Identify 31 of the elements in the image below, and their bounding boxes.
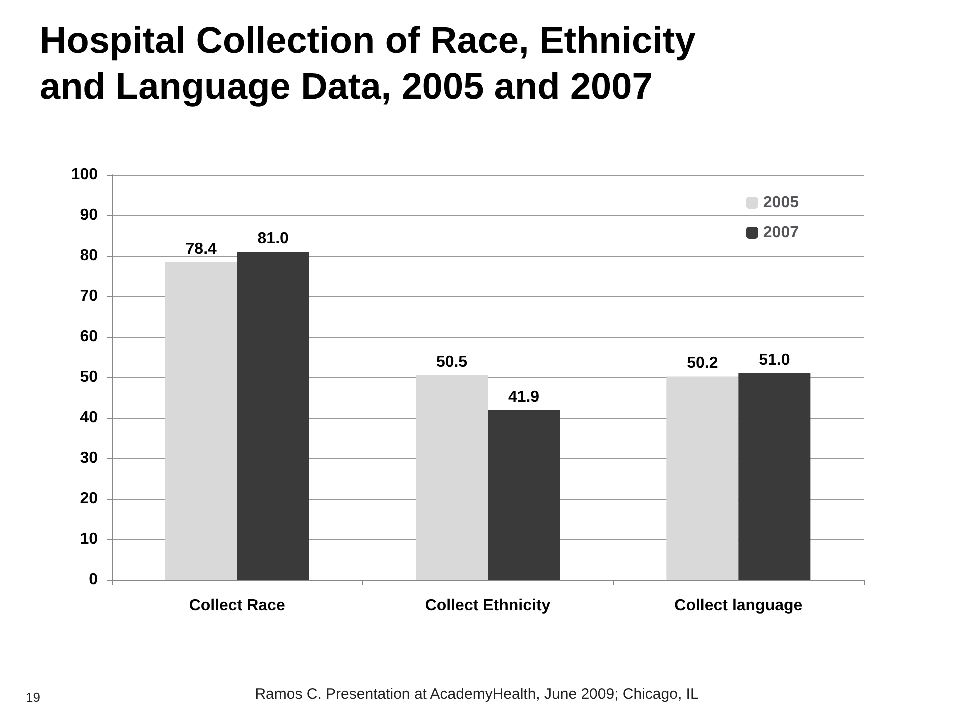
y-tick-label: 10: [80, 531, 98, 548]
legend-label: 2005: [763, 194, 800, 212]
y-tick-label: 50: [80, 369, 98, 386]
bar: [488, 410, 560, 580]
legend-label: 2007: [763, 224, 800, 242]
y-tick-label: 20: [80, 490, 98, 508]
y-tick-label: 30: [80, 450, 98, 467]
text: 81.0: [258, 230, 289, 248]
y-tick-label: 90: [80, 207, 98, 224]
chart-title: Hospital Collection of Race, Ethnicity and Language Data, 2005 and 2007: [40, 19, 697, 109]
y-tick-label: 0: [89, 572, 98, 588]
text: 41.9: [508, 388, 540, 406]
text: 78.4: [186, 240, 217, 258]
text: 50.2: [687, 355, 718, 372]
text: 51.0: [759, 352, 790, 369]
text: 50.5: [436, 354, 468, 371]
y-tick-label: 40: [80, 410, 98, 426]
y-tick-label: 70: [80, 288, 98, 305]
x-tick-label: Collect Ethnicity: [425, 598, 551, 614]
bar: [666, 376, 739, 580]
bar: [237, 252, 310, 580]
x-tick-label: Collect language: [674, 598, 803, 614]
y-tick-label: 60: [80, 328, 98, 346]
y-tick-label: 100: [71, 166, 98, 184]
bar: [416, 375, 488, 580]
y-tick-label: 80: [80, 248, 98, 264]
x-tick-label: Collect Race: [189, 598, 286, 614]
bar: [738, 373, 811, 580]
text: Ramos C. Presentation at AcademyHealth, June 2009; Chicago, IL: [255, 686, 699, 703]
text: 19: [26, 690, 40, 705]
bar: [165, 262, 238, 580]
